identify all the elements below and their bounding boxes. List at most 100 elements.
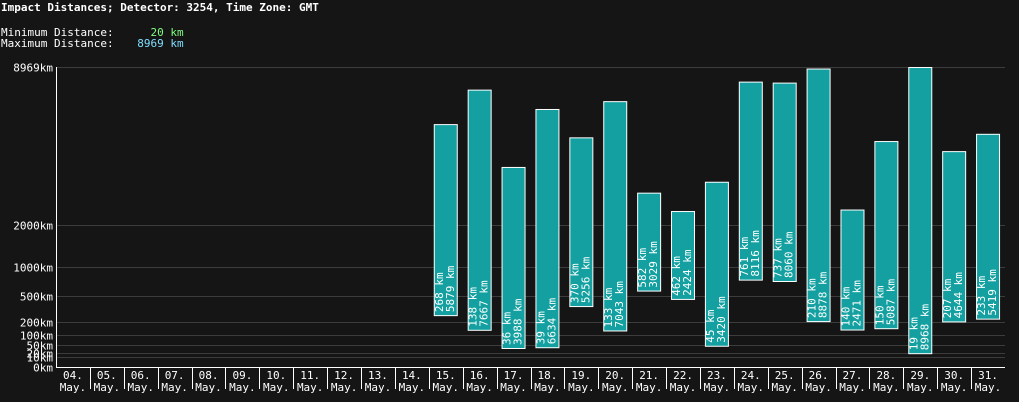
x-tick-label: 22.	[673, 369, 693, 382]
x-tick-label: 08.	[199, 369, 219, 382]
x-tick-label: 14.	[402, 369, 422, 382]
bar-min-label: 36 km	[501, 312, 514, 345]
y-tick-label: 500km	[20, 291, 53, 304]
distance-bar	[535, 108, 560, 349]
x-tick-label: 24.	[741, 369, 761, 382]
bar-min-label: 39 km	[534, 311, 547, 344]
x-tick-sublabel: May.	[466, 381, 493, 394]
bar-max-label: 2424 km	[681, 249, 694, 296]
distance-bar	[976, 133, 1001, 320]
x-tick-sublabel: May.	[399, 381, 426, 394]
distance-bar	[942, 151, 967, 323]
distance-bar	[433, 124, 458, 317]
x-tick-label: 06.	[131, 369, 151, 382]
x-tick-label: 20.	[605, 369, 625, 382]
x-tick-sublabel: May.	[941, 381, 968, 394]
bar-min-label: 140 km	[839, 286, 852, 326]
x-tick-sublabel: May.	[433, 381, 460, 394]
x-tick-label: 11.	[300, 369, 320, 382]
chart-title: Impact Distances; Detector: 3254, Time Z…	[1, 1, 319, 14]
distance-bar	[569, 137, 594, 308]
x-tick-sublabel: May.	[975, 381, 1002, 394]
x-tick-label: 17.	[504, 369, 524, 382]
bar-min-label: 582 km	[636, 247, 649, 287]
bar-min-label: 210 km	[806, 278, 819, 318]
distance-bar	[603, 101, 628, 332]
bar-max-label: 3420 km	[715, 296, 728, 343]
x-tick-label: 30.	[944, 369, 964, 382]
x-tick-sublabel: May.	[839, 381, 866, 394]
bar-min-label: 370 km	[568, 263, 581, 303]
x-tick-sublabel: May.	[229, 381, 256, 394]
x-tick-label: 21.	[639, 369, 659, 382]
x-tick-sublabel: May.	[873, 381, 900, 394]
x-tick-sublabel: May.	[94, 381, 121, 394]
x-tick-sublabel: May.	[534, 381, 561, 394]
x-tick-label: 04.	[63, 369, 83, 382]
x-tick-label: 26.	[809, 369, 829, 382]
bar-max-label: 8060 km	[783, 231, 796, 278]
y-tick-label: 10km	[27, 352, 54, 365]
bar-max-label: 2471 km	[850, 280, 863, 327]
x-tick-sublabel: May.	[636, 381, 663, 394]
distance-bar	[908, 67, 933, 355]
x-tick-sublabel: May.	[771, 381, 798, 394]
bar-max-label: 7667 km	[478, 280, 491, 327]
bar-max-label: 6634 km	[545, 297, 558, 344]
x-tick-sublabel: May.	[704, 381, 731, 394]
maximum-distance-row: Maximum Distance: 8969 km	[1, 37, 184, 50]
x-tick-sublabel: May.	[331, 381, 358, 394]
x-tick-label: 23.	[707, 369, 727, 382]
bar-min-label: 138 km	[467, 287, 480, 327]
x-tick-label: 25.	[775, 369, 795, 382]
y-tick-label: 200km	[20, 317, 53, 330]
x-tick-label: 27.	[843, 369, 863, 382]
bar-min-label: 150 km	[873, 285, 886, 325]
minimum-distance-value: 20 km	[150, 26, 184, 39]
minimum-distance-row: Minimum Distance: 20 km	[1, 26, 184, 39]
bar-min-label: 761 km	[738, 237, 751, 277]
x-tick-label: 28.	[876, 369, 896, 382]
x-tick-sublabel: May.	[602, 381, 629, 394]
x-tick-label: 31.	[978, 369, 998, 382]
x-tick-label: 29.	[910, 369, 930, 382]
x-tick-label: 05.	[97, 369, 117, 382]
bar-max-label: 3029 km	[647, 241, 660, 288]
bar-min-label: 233 km	[975, 276, 988, 316]
x-tick-sublabel: May.	[297, 381, 324, 394]
bar-min-label: 45 km	[704, 309, 717, 342]
distance-bar	[467, 89, 492, 331]
x-tick-sublabel: May.	[670, 381, 697, 394]
x-tick-label: 09.	[232, 369, 252, 382]
distance-bar	[704, 181, 729, 347]
y-tick-label: 2000km	[13, 220, 53, 233]
distance-bar	[806, 68, 831, 323]
bar-max-label: 5879 km	[444, 265, 457, 312]
x-tick-sublabel: May.	[161, 381, 188, 394]
bar-max-label: 5419 km	[986, 269, 999, 316]
x-tick-label: 19.	[571, 369, 591, 382]
x-tick-label: 15.	[436, 369, 456, 382]
x-tick-sublabel: May.	[500, 381, 527, 394]
x-tick-label: 12.	[334, 369, 354, 382]
x-tick-sublabel: May.	[365, 381, 392, 394]
bar-min-label: 207 km	[941, 278, 954, 318]
x-tick-label: 13.	[368, 369, 388, 382]
distance-bar	[671, 211, 696, 300]
bar-max-label: 5256 km	[579, 256, 592, 303]
y-tick-label: 100km	[20, 330, 53, 343]
bar-max-label: 5087 km	[884, 278, 897, 325]
bar-max-label: 3988 km	[512, 298, 525, 345]
y-tick-label: 50km	[27, 340, 54, 353]
distance-bar	[501, 166, 526, 349]
bar-min-label: 737 km	[772, 238, 785, 278]
x-tick-label: 18.	[538, 369, 558, 382]
minimum-distance-label: Minimum Distance:	[1, 26, 114, 39]
bar-min-label: 19 km	[907, 317, 920, 350]
x-tick-sublabel: May.	[127, 381, 154, 394]
x-tick-sublabel: May.	[60, 381, 87, 394]
x-tick-sublabel: May.	[738, 381, 765, 394]
x-tick-sublabel: May.	[568, 381, 595, 394]
distance-bar	[874, 141, 899, 330]
